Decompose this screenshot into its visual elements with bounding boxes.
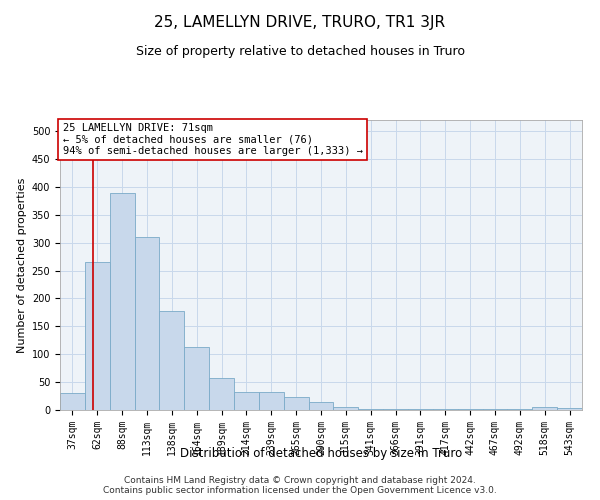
Text: Contains HM Land Registry data © Crown copyright and database right 2024.
Contai: Contains HM Land Registry data © Crown c… [103, 476, 497, 495]
Bar [184, 347, 209, 410]
Y-axis label: Number of detached properties: Number of detached properties [17, 178, 28, 352]
Bar [160, 310, 184, 410]
Bar [259, 392, 284, 410]
Bar [308, 402, 334, 410]
Bar [234, 392, 259, 410]
Bar [532, 407, 557, 410]
Bar [557, 408, 582, 410]
Text: Size of property relative to detached houses in Truro: Size of property relative to detached ho… [136, 45, 464, 58]
Bar [334, 407, 358, 410]
Text: 25 LAMELLYN DRIVE: 71sqm
← 5% of detached houses are smaller (76)
94% of semi-de: 25 LAMELLYN DRIVE: 71sqm ← 5% of detache… [62, 123, 362, 156]
Text: Distribution of detached houses by size in Truro: Distribution of detached houses by size … [180, 448, 462, 460]
Bar [60, 394, 85, 410]
Bar [110, 192, 134, 410]
Text: 25, LAMELLYN DRIVE, TRURO, TR1 3JR: 25, LAMELLYN DRIVE, TRURO, TR1 3JR [154, 15, 446, 30]
Bar [284, 396, 308, 410]
Bar [209, 378, 234, 410]
Bar [134, 237, 160, 410]
Bar [85, 262, 110, 410]
